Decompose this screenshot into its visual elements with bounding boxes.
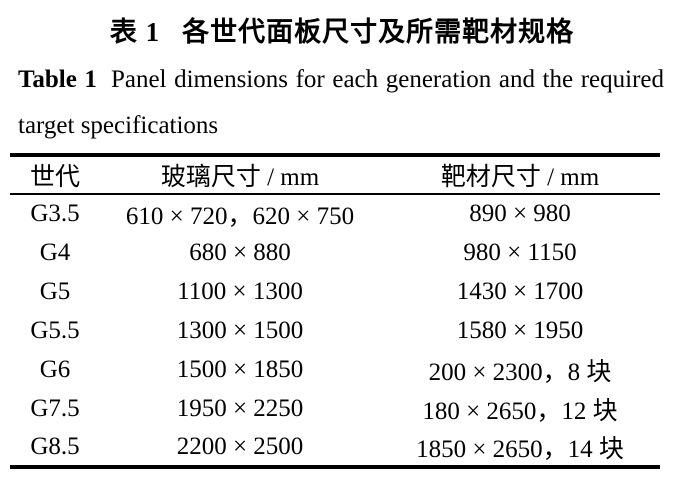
cell-generation: G5.5: [30, 316, 80, 344]
cell-generation: G4: [39, 238, 71, 266]
cell-target-size: 180 × 2650，12 块: [422, 397, 618, 425]
table-caption-en-label: Table 1: [18, 66, 97, 94]
panel-spec-table: 世代 玻璃尺寸 / mm 靶材尺寸 / mm G3.5 610 × 720，62…: [10, 153, 660, 470]
cell-target-size: 1430 × 1700: [456, 277, 584, 305]
cell-glass-size: 1950 × 2250: [176, 394, 304, 422]
table-caption-en-line1: Table 1 Panel dimensions for each generat…: [18, 57, 664, 103]
table-header-row: 世代 玻璃尺寸 / mm 靶材尺寸 / mm: [10, 155, 660, 195]
header-target-size: 靶材尺寸 / mm: [440, 164, 600, 192]
cell-glass-size: 610 × 720，620 × 750: [125, 203, 355, 231]
header-glass-size: 玻璃尺寸 / mm: [160, 164, 320, 192]
cell-generation: G3.5: [30, 200, 80, 228]
cell-glass-size: 2200 × 2500: [176, 432, 304, 460]
table-caption-en: Table 1 Panel dimensions for each generat…: [18, 57, 664, 149]
cell-target-size: 200 × 2300，8 块: [428, 358, 612, 386]
table-row: G5 1100 × 1300 1430 × 1700: [10, 272, 660, 311]
cell-generation: G7.5: [30, 394, 80, 422]
table-row: G8.5 2200 × 2500 1850 × 2650，14 块: [10, 428, 660, 467]
cell-glass-size: 1300 × 1500: [176, 316, 304, 344]
table-caption-en-text: Panel dimensions for each generation and…: [110, 66, 664, 94]
table-caption-zh: 表 1 各世代面板尺寸及所需靶材规格: [0, 0, 684, 48]
cell-target-size: 980 × 1150: [463, 238, 577, 266]
cell-glass-size: 1500 × 1850: [176, 355, 304, 383]
table-row: G7.5 1950 × 2250 180 × 2650，12 块: [10, 389, 660, 428]
table-row: G5.5 1300 × 1500 1580 × 1950: [10, 311, 660, 350]
cell-target-size: 1850 × 2650，14 块: [416, 435, 624, 463]
table-row: G4 680 × 880 980 × 1150: [10, 233, 660, 272]
cell-target-size: 1580 × 1950: [456, 316, 584, 344]
cell-generation: G5: [39, 277, 71, 305]
table-caption-zh-label: 表 1: [109, 17, 161, 47]
table-row: G6 1500 × 1850 200 × 2300，8 块: [10, 350, 660, 389]
table-caption-en-line2: target specifications: [18, 112, 219, 140]
cell-generation: G6: [39, 355, 71, 383]
table-row: G3.5 610 × 720，620 × 750 890 × 980: [10, 194, 660, 233]
cell-target-size: 890 × 980: [469, 200, 571, 228]
header-generation: 世代: [29, 164, 80, 192]
cell-generation: G8.5: [30, 432, 80, 460]
cell-glass-size: 1100 × 1300: [177, 277, 303, 305]
table-caption-zh-text: 各世代面板尺寸及所需靶材规格: [182, 17, 575, 47]
cell-glass-size: 680 × 880: [189, 238, 291, 266]
